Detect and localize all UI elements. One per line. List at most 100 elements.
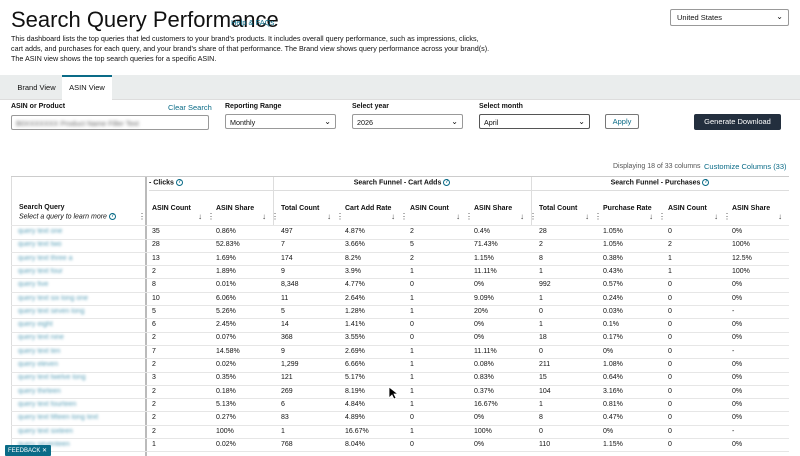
search-query-link[interactable]: query text six long one xyxy=(18,294,89,302)
table-cell: 0% xyxy=(732,281,743,289)
column-divider xyxy=(273,177,274,225)
col-clicks-asin-count[interactable]: ASIN Count xyxy=(152,205,191,212)
table-cell: 0 xyxy=(539,427,543,435)
clear-search-link[interactable]: Clear Search xyxy=(168,103,212,112)
col-purchase-rate[interactable]: Purchase Rate xyxy=(603,205,652,212)
apply-button[interactable]: Apply xyxy=(605,114,639,129)
sort-icon[interactable]: ↓ xyxy=(198,212,202,221)
sort-icon[interactable]: ↓ xyxy=(714,212,718,221)
search-query-link[interactable]: query five xyxy=(18,281,49,289)
sort-icon[interactable]: ↓ xyxy=(327,212,331,221)
table-cell: 0.02% xyxy=(216,440,236,448)
column-menu-icon[interactable]: ⋮ xyxy=(400,212,408,221)
table-cell: 0 xyxy=(668,374,672,382)
tab-brand-view[interactable]: Brand View xyxy=(17,83,56,92)
country-select[interactable]: United States ⌄ xyxy=(670,9,789,26)
column-menu-icon[interactable]: ⋮ xyxy=(594,212,602,221)
search-query-link[interactable]: query text four xyxy=(18,267,63,275)
table-cell: 0.07% xyxy=(216,334,236,342)
month-select[interactable]: April ⌄ xyxy=(479,114,590,129)
col-cart-asin-share[interactable]: ASIN Share xyxy=(474,205,513,212)
search-query-link[interactable]: query text fifteen long text xyxy=(18,414,99,422)
search-query-link[interactable]: query text three a xyxy=(18,254,73,262)
table-cell: 9 xyxy=(281,267,285,275)
col-cart-add-rate[interactable]: Cart Add Rate xyxy=(345,205,392,212)
search-query-link[interactable]: query text seven long xyxy=(18,307,85,315)
generate-download-button[interactable]: Generate Download xyxy=(694,114,781,130)
col-purchase-asin-count[interactable]: ASIN Count xyxy=(668,205,707,212)
table-cell: 2.64% xyxy=(345,294,365,302)
table-cell: 0% xyxy=(474,440,485,448)
search-query-link[interactable]: query seventeen xyxy=(18,440,70,448)
table-cell: 5 xyxy=(152,307,156,315)
sort-icon[interactable]: ↓ xyxy=(456,212,460,221)
search-query-link[interactable]: query eleven xyxy=(18,361,59,368)
table-cell: 0.37% xyxy=(474,387,494,395)
table-cell: 0.47% xyxy=(603,414,623,422)
help-icon[interactable]: ? xyxy=(702,179,710,186)
help-icon[interactable]: ? xyxy=(443,179,451,186)
row-divider xyxy=(11,291,789,293)
table-cell: 0 xyxy=(668,334,672,342)
year-select[interactable]: 2026 ⌄ xyxy=(352,114,463,129)
sort-icon[interactable]: ↓ xyxy=(649,212,653,221)
search-query-link[interactable]: query text ten xyxy=(18,347,61,355)
col-purchase-total-count[interactable]: Total Count xyxy=(539,205,578,212)
column-menu-icon[interactable]: ⋮ xyxy=(138,212,146,221)
col-cart-total-count[interactable]: Total Count xyxy=(281,205,320,212)
col-cart-asin-count[interactable]: ASIN Count xyxy=(410,205,449,212)
search-query-link[interactable]: query text sixteen xyxy=(18,427,73,435)
column-menu-icon[interactable]: ⋮ xyxy=(465,212,473,221)
sort-icon[interactable]: ↓ xyxy=(262,212,266,221)
table-cell: 0 xyxy=(668,307,672,315)
table-cell: 2 xyxy=(152,267,156,275)
column-menu-icon[interactable]: ⋮ xyxy=(207,212,215,221)
table-cell: 0% xyxy=(732,361,743,368)
search-query-link[interactable]: query text one xyxy=(18,228,63,235)
table-cell: 0.03% xyxy=(603,307,623,315)
search-query-link[interactable]: query thirteen xyxy=(18,387,61,395)
table-cell: 4.84% xyxy=(345,400,365,408)
column-menu-icon[interactable]: ⋮ xyxy=(658,212,666,221)
search-query-link[interactable]: query text two xyxy=(18,241,62,249)
help-icon[interactable]: ? xyxy=(108,213,116,220)
row-divider xyxy=(11,424,789,426)
column-menu-icon[interactable]: ⋮ xyxy=(787,212,789,221)
year-value: 2026 xyxy=(357,118,373,127)
table-cell: 0% xyxy=(474,281,485,289)
mouse-cursor-icon xyxy=(389,387,398,400)
table-cell: 2 xyxy=(410,228,414,235)
table-cell: 3 xyxy=(152,374,156,382)
sort-icon[interactable]: ↓ xyxy=(391,212,395,221)
sort-icon[interactable]: ↓ xyxy=(778,212,782,221)
help-icon[interactable]: ? xyxy=(175,179,183,186)
asin-search-input[interactable]: B0XXXXXXX Product Name Filler Text xyxy=(11,115,209,130)
column-menu-icon[interactable]: ⋮ xyxy=(723,212,731,221)
table-cell: 1 xyxy=(410,294,414,302)
help-faqs-link[interactable]: Help & FAQs xyxy=(231,18,275,27)
row-divider xyxy=(11,384,789,386)
column-menu-icon[interactable]: ⋮ xyxy=(529,212,537,221)
table-cell: 8 xyxy=(539,414,543,422)
search-query-link[interactable]: query text nine xyxy=(18,334,64,342)
search-query-link[interactable]: query eight xyxy=(18,321,53,329)
sort-icon[interactable]: ↓ xyxy=(585,212,589,221)
customize-columns-link[interactable]: Customize Columns (33) xyxy=(704,162,787,171)
table-cell: 0 xyxy=(668,440,672,448)
search-query-link[interactable]: query text twelve long xyxy=(18,374,86,382)
col-purchase-asin-share[interactable]: ASIN Share xyxy=(732,205,771,212)
table-cell: 11.11% xyxy=(474,267,497,275)
table-cell: 269 xyxy=(281,387,293,395)
sort-icon[interactable]: ↓ xyxy=(520,212,524,221)
table-cell: 0 xyxy=(539,347,543,355)
feedback-button[interactable]: FEEDBACK ✕ xyxy=(5,445,51,456)
page-description: This dashboard lists the top queries tha… xyxy=(11,34,490,63)
reporting-range-select[interactable]: Monthly ⌄ xyxy=(225,114,336,129)
col-clicks-asin-share[interactable]: ASIN Share xyxy=(216,205,255,212)
tab-asin-view[interactable]: ASIN View xyxy=(62,75,112,101)
column-menu-icon[interactable]: ⋮ xyxy=(336,212,344,221)
column-menu-icon[interactable]: ⋮ xyxy=(271,212,279,221)
query-table: Search Query Select a query to learn mor… xyxy=(11,176,789,456)
search-query-link[interactable]: query text fourteen xyxy=(18,400,77,408)
table-cell: 1 xyxy=(410,427,414,435)
